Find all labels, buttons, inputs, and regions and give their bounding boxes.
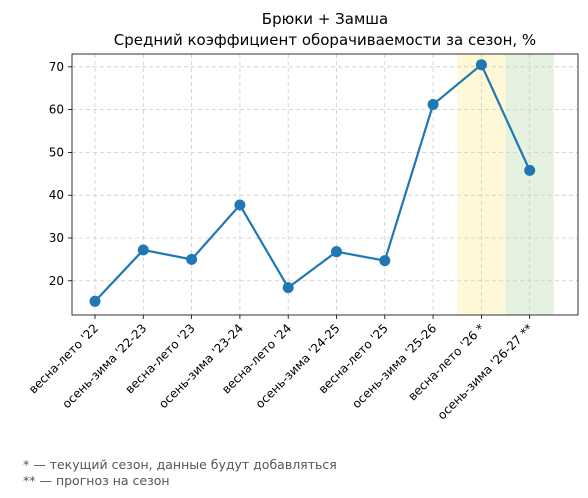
data-point-1 — [137, 244, 149, 256]
x-tick-label-3: осень-зима '23-24 — [156, 321, 246, 411]
grid-lines — [72, 54, 578, 315]
series-layer — [89, 59, 536, 307]
y-tick-label-40: 40 — [49, 188, 64, 202]
data-point-3 — [234, 199, 246, 211]
highlight-band-0 — [457, 54, 506, 315]
chart-subtitle: Средний коэффициент оборачиваемости за с… — [114, 31, 536, 49]
x-tick-label-9: осень-зима '26-27 ** — [435, 321, 536, 422]
chart-title: Брюки + Замша — [262, 10, 388, 28]
data-point-0 — [89, 295, 101, 307]
data-point-5 — [331, 246, 342, 258]
data-point-6 — [379, 255, 391, 267]
x-tick-label-1: осень-зима '22-23 — [60, 321, 150, 411]
series-line-0 — [94, 63, 531, 303]
y-axis: 20 30 40 50 60 70 — [49, 60, 72, 288]
data-point-4 — [282, 282, 294, 294]
y-tick-label-50: 50 — [49, 145, 64, 159]
y-tick-label-20: 20 — [49, 274, 64, 288]
data-point-7 — [427, 98, 439, 110]
footnote-forecast: ** — прогноз на сезон — [23, 473, 170, 488]
y-tick-label-70: 70 — [49, 60, 64, 74]
data-point-2 — [186, 253, 198, 265]
footnote-current-season: * — текущий сезон, данные будут добавлят… — [23, 457, 337, 472]
data-point-8 — [475, 59, 487, 71]
plot-frame — [71, 53, 579, 316]
data-point-9 — [524, 164, 536, 176]
y-tick-label-30: 30 — [49, 231, 64, 245]
x-tick-label-5: осень-зима '24-25 — [253, 321, 343, 411]
highlight-band-1 — [505, 54, 554, 315]
highlight-bands — [457, 54, 554, 315]
y-tick-label-60: 60 — [49, 103, 64, 117]
x-tick-label-7: осень-зима '25-26 — [349, 321, 439, 411]
